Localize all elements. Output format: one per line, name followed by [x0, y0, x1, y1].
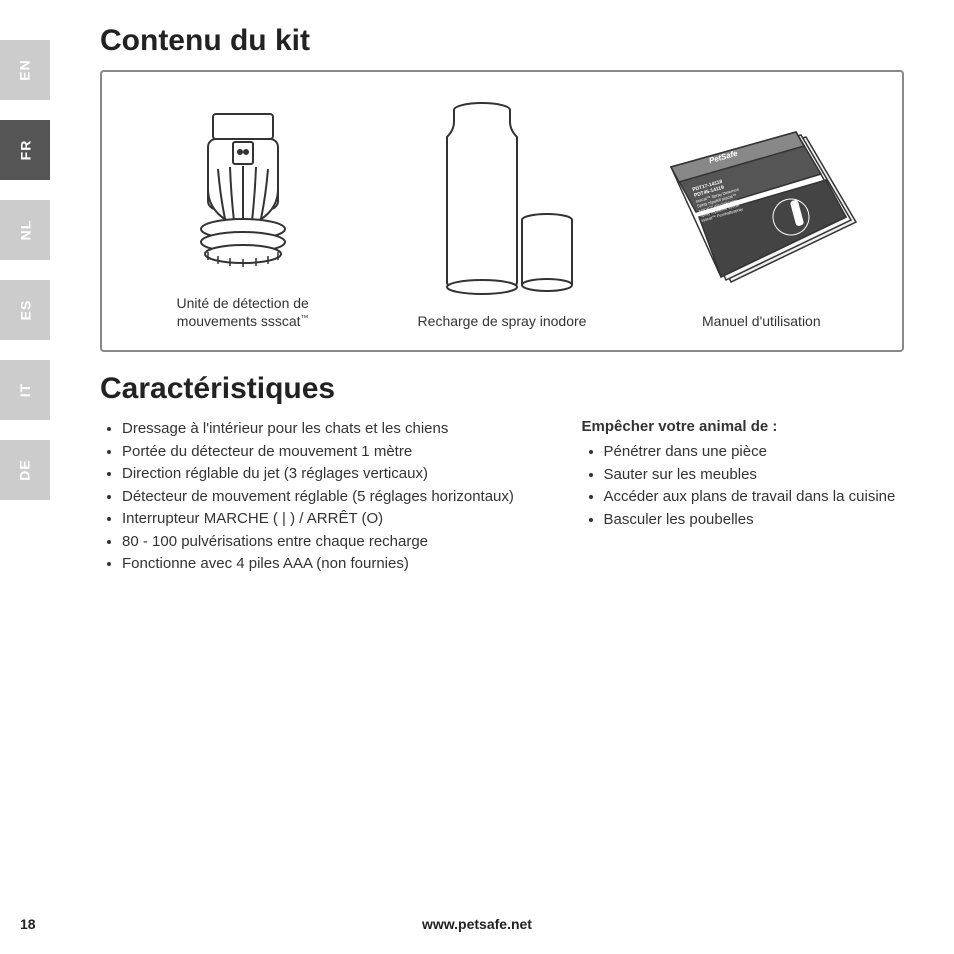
- prevent-item: Pénétrer dans une pièce: [604, 441, 905, 464]
- features-left-list: Dressage à l'intérieur pour les chats et…: [122, 418, 552, 576]
- lang-code: DE: [17, 459, 33, 480]
- feature-item: Fonctionne avec 4 piles AAA (non fournie…: [122, 553, 552, 576]
- features-left-column: Dressage à l'intérieur pour les chats et…: [100, 418, 552, 576]
- kit-item-manual: PetSafe PDT17-14118 PDT45-14119 ssscat™ …: [637, 122, 886, 330]
- feature-item: 80 - 100 pulvérisations entre chaque rec…: [122, 531, 552, 554]
- lang-tab-fr[interactable]: FR: [0, 120, 50, 180]
- trademark-symbol: ™: [301, 313, 309, 322]
- sensor-icon: [178, 104, 308, 284]
- heading-kit: Contenu du kit: [100, 24, 904, 58]
- prevent-item: Sauter sur les meubles: [604, 464, 905, 487]
- spray-caption: Recharge de spray inodore: [418, 312, 587, 330]
- lang-code: FR: [17, 140, 33, 161]
- lang-tab-es[interactable]: ES: [0, 280, 50, 340]
- kit-item-spray: Recharge de spray inodore: [377, 92, 626, 330]
- spray-icon: [412, 92, 592, 302]
- feature-item: Interrupteur MARCHE ( | ) / ARRÊT (O): [122, 508, 552, 531]
- feature-item: Portée du détecteur de mouvement 1 mètre: [122, 441, 552, 464]
- feature-item: Détecteur de mouvement réglable (5 régla…: [122, 486, 552, 509]
- kit-contents-box: Unité de détection de mouvements ssscat™…: [100, 70, 904, 352]
- language-tabs: EN FR NL ES IT DE: [0, 40, 50, 500]
- manual-caption: Manuel d'utilisation: [702, 312, 821, 330]
- lang-tab-en[interactable]: EN: [0, 40, 50, 100]
- lang-code: IT: [17, 383, 33, 397]
- features-right-column: Empêcher votre animal de : Pénétrer dans…: [582, 418, 905, 576]
- prevent-item: Basculer les poubelles: [604, 509, 905, 532]
- manual-icon: PetSafe PDT17-14118 PDT45-14119 ssscat™ …: [651, 122, 871, 302]
- features-right-list: Pénétrer dans une pièce Sauter sur les m…: [604, 441, 905, 531]
- lang-code: ES: [17, 300, 33, 321]
- sensor-caption-line2: mouvements ssscat: [177, 313, 301, 329]
- kit-item-sensor: Unité de détection de mouvements ssscat™: [118, 104, 367, 330]
- footer-url: www.petsafe.net: [0, 916, 954, 932]
- prevent-heading: Empêcher votre animal de :: [582, 418, 905, 435]
- lang-tab-it[interactable]: IT: [0, 360, 50, 420]
- heading-features: Caractéristiques: [100, 372, 904, 406]
- sensor-caption: Unité de détection de mouvements ssscat™: [177, 294, 309, 330]
- page-content: Contenu du kit: [100, 0, 904, 576]
- features-columns: Dressage à l'intérieur pour les chats et…: [100, 418, 904, 576]
- sensor-caption-line1: Unité de détection de: [177, 295, 309, 311]
- prevent-item: Accéder aux plans de travail dans la cui…: [604, 486, 905, 509]
- feature-item: Direction réglable du jet (3 réglages ve…: [122, 463, 552, 486]
- lang-tab-nl[interactable]: NL: [0, 200, 50, 260]
- lang-code: NL: [17, 220, 33, 241]
- feature-item: Dressage à l'intérieur pour les chats et…: [122, 418, 552, 441]
- lang-code: EN: [17, 59, 33, 80]
- lang-tab-de[interactable]: DE: [0, 440, 50, 500]
